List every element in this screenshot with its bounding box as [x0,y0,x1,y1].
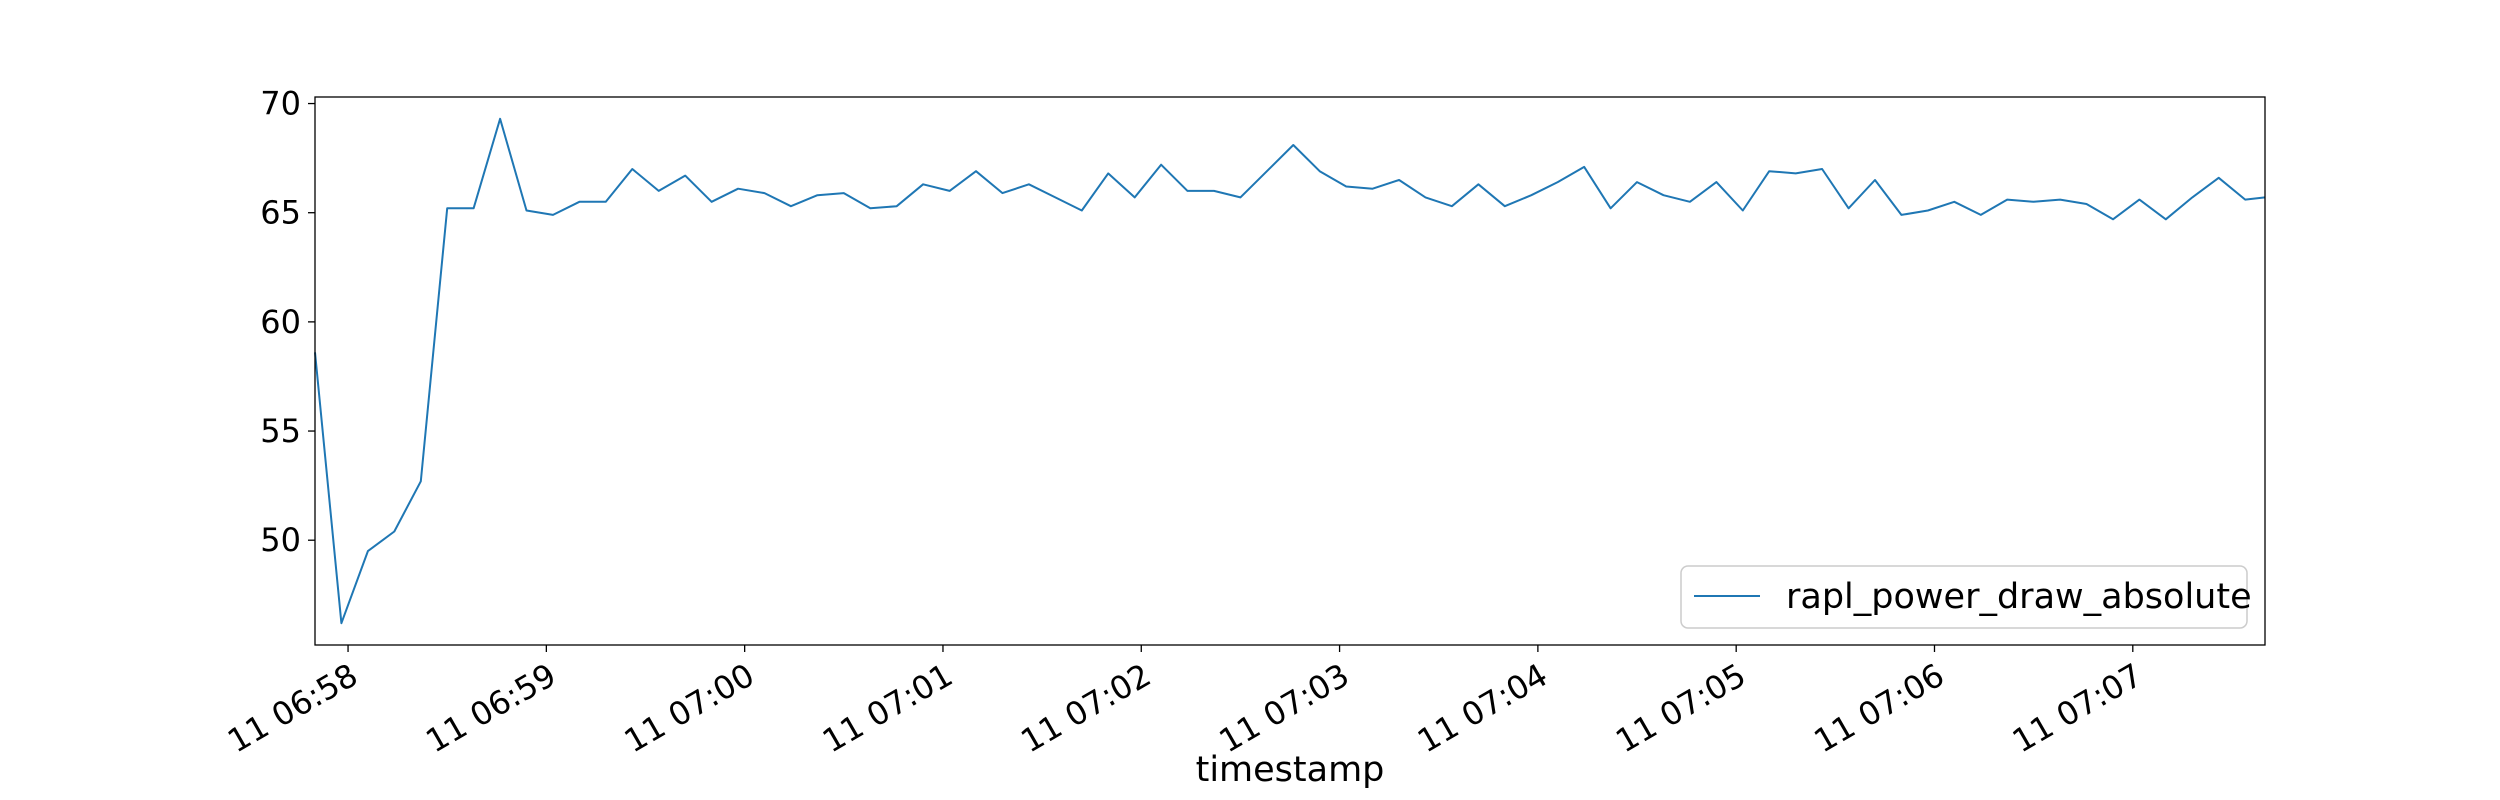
y-tick-label: 60 [260,303,301,341]
y-tick-label: 70 [260,85,301,123]
x-tick-label: 11 07:06 [1808,656,1951,760]
x-tick-label: 11 07:05 [1609,656,1752,760]
x-axis: 11 06:58 11 06:59 11 07:00 11 07:01 11 07:02… [221,645,2149,760]
x-tick-label: 11 06:58 [221,656,364,760]
x-tick-label: 11 07:01 [816,656,959,760]
legend: rapl_power_draw_absolute [1680,565,2252,629]
legend-box [1680,565,2248,629]
y-tick-label: 55 [260,412,301,450]
y-axis: 50 55 60 65 70 [260,85,315,559]
y-tick-label: 65 [260,194,301,232]
plot-frame [314,96,2266,646]
x-tick-label: 11 07:07 [2006,656,2149,760]
series-layer [314,117,2266,625]
legend-label: rapl_power_draw_absolute [1786,577,2252,617]
series-line [314,117,2266,625]
x-tick-label: 11 07:00 [618,656,761,760]
x-tick-label: 11 07:02 [1014,656,1157,760]
x-tick-label: 11 07:03 [1213,656,1356,760]
x-tick-label: 11 06:59 [419,656,562,760]
plot-area [315,97,2265,645]
x-tick-label: 11 07:04 [1411,656,1554,760]
x-axis-title: timestamp [1196,750,1385,790]
y-tick-label: 50 [260,521,301,559]
